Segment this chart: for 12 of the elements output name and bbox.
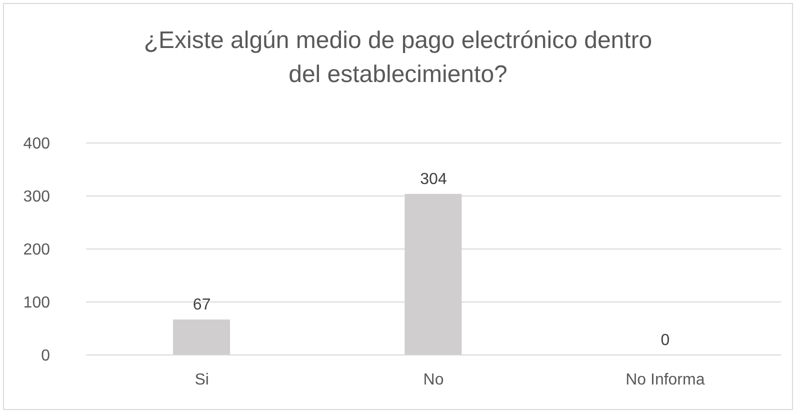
y-tick-label: 400	[23, 136, 50, 153]
y-tick-label: 0	[41, 348, 50, 365]
y-tick-label: 100	[23, 294, 50, 312]
x-tick-label: Si	[194, 371, 209, 388]
data-label: 304	[420, 170, 447, 188]
x-tick-label: No	[423, 371, 444, 388]
x-tick-label: No Informa	[626, 371, 705, 388]
y-tick-label: 300	[23, 188, 50, 206]
y-tick-label: 200	[23, 242, 50, 259]
data-label: 0	[660, 332, 670, 349]
data-label: 67	[192, 296, 211, 314]
chart-title: ¿Existe algún medio de pago electrónico dentro del establecimiento?	[142, 26, 654, 90]
